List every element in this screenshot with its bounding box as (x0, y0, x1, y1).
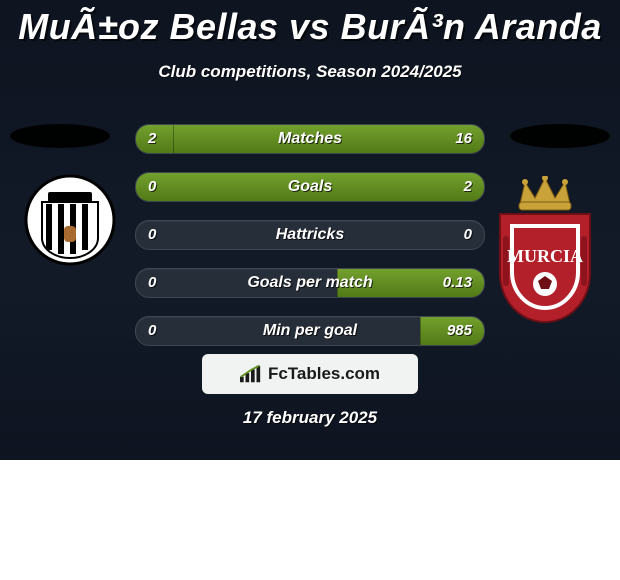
match-date: 17 february 2025 (0, 408, 620, 428)
team-crest-left (20, 170, 120, 270)
team-crest-right: MURCIA (490, 176, 600, 326)
page-title: MuÃ±oz Bellas vs BurÃ³n Aranda (0, 0, 620, 48)
brand-text: FcTables.com (268, 364, 380, 384)
crest-shadow-right (510, 124, 610, 148)
stat-label: Matches (136, 125, 484, 153)
stats-card: MuÃ±oz Bellas vs BurÃ³n Aranda Club comp… (0, 0, 620, 460)
stat-row: 00.13Goals per match (135, 268, 485, 298)
svg-text:MURCIA: MURCIA (507, 246, 583, 266)
merida-crest-icon (20, 170, 120, 270)
stat-label: Goals per match (136, 269, 484, 297)
subtitle: Club competitions, Season 2024/2025 (0, 62, 620, 82)
crest-shadow-left (10, 124, 110, 148)
stat-row: 00Hattricks (135, 220, 485, 250)
stat-label: Goals (136, 173, 484, 201)
murcia-crest-icon: MURCIA (490, 176, 600, 326)
stat-label: Hattricks (136, 221, 484, 249)
stat-label: Min per goal (136, 317, 484, 345)
bar-chart-icon (240, 365, 262, 383)
stat-row: 02Goals (135, 172, 485, 202)
stat-row: 216Matches (135, 124, 485, 154)
stat-rows: 216Matches 02Goals 00Hattricks 00.13Goals p… (135, 124, 485, 364)
brand-badge[interactable]: FcTables.com (202, 354, 418, 394)
stat-row: 0985Min per goal (135, 316, 485, 346)
